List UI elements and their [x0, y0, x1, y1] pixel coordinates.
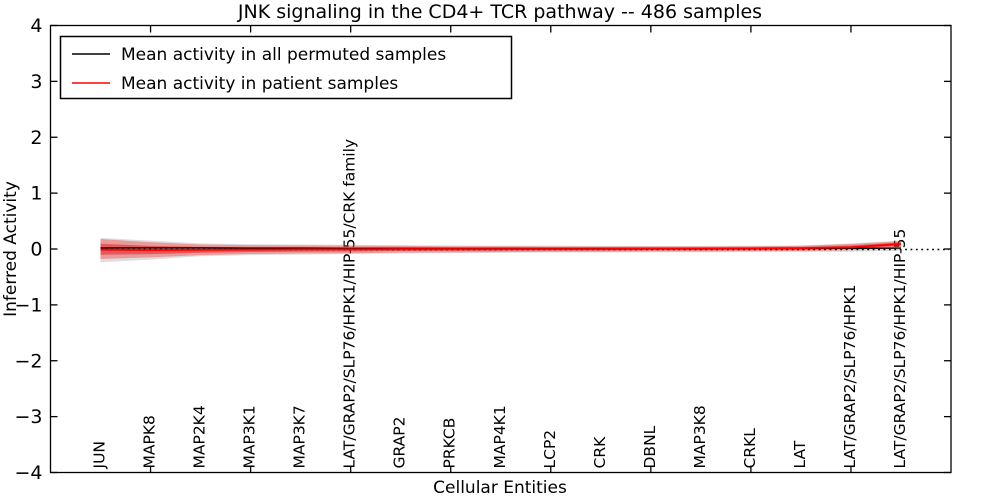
x-category-label: MAP3K8 — [691, 405, 709, 468]
x-category-label: CRKL — [741, 428, 759, 469]
y-tick-label: 3 — [30, 71, 42, 93]
x-category-label: CRK — [591, 436, 609, 469]
y-tick-label: 0 — [30, 239, 42, 261]
series-lines — [100, 243, 949, 252]
y-tick-label: −2 — [14, 350, 42, 372]
y-tick-label: −1 — [14, 294, 42, 316]
y-tick-labels: 4 3 2 1 0 −1 −2 −3 −4 — [14, 15, 42, 484]
x-category-label: PRKCB — [441, 418, 459, 469]
x-category-label: LAT/GRAP2/SLP76/HPK1 — [841, 284, 859, 468]
x-category-labels: JUN MAPK8 MAP2K4 MAP3K1 MAP3K7 LAT/GRAP2/SLP7… — [91, 139, 909, 470]
legend-box — [59, 35, 513, 100]
legend-label-permuted: Mean activity in all permuted samples — [121, 45, 446, 65]
legend-label-patient: Mean activity in patient samples — [121, 74, 398, 94]
x-category-label: LAT/GRAP2/SLP76/HPK1/HIP-55 — [891, 229, 909, 469]
x-category-label: MAP2K4 — [191, 405, 209, 468]
y-tick-label: 1 — [30, 183, 42, 205]
chart-title: JNK signaling in the CD4+ TCR pathway --… — [237, 1, 762, 23]
y-tick-label: −4 — [14, 462, 42, 484]
x-category-label: DBNL — [641, 425, 659, 468]
x-category-label: MAP4K1 — [491, 405, 509, 468]
x-category-label: MAPK8 — [141, 415, 159, 468]
axes-frame — [49, 24, 952, 474]
x-category-label: LAT — [791, 440, 809, 468]
y-tick-label: 4 — [30, 15, 42, 37]
y-tick-label: −3 — [14, 406, 42, 428]
x-category-label: LAT/GRAP2/SLP76/HPK1/HIP-55/CRK family — [341, 139, 359, 469]
x-category-label: LCP2 — [541, 430, 559, 469]
x-axis-title: Cellular Entities — [433, 478, 567, 498]
legend: Mean activity in all permuted samples Me… — [59, 35, 513, 100]
x-category-label: MAP3K7 — [291, 405, 309, 468]
y-tick-label: 2 — [30, 127, 42, 149]
x-category-label: MAP3K1 — [241, 405, 259, 468]
y-axis-title: Inferred Activity — [1, 181, 21, 317]
x-category-label: GRAP2 — [391, 417, 409, 469]
x-category-label: JUN — [91, 441, 109, 470]
series-line-patient — [100, 243, 902, 252]
